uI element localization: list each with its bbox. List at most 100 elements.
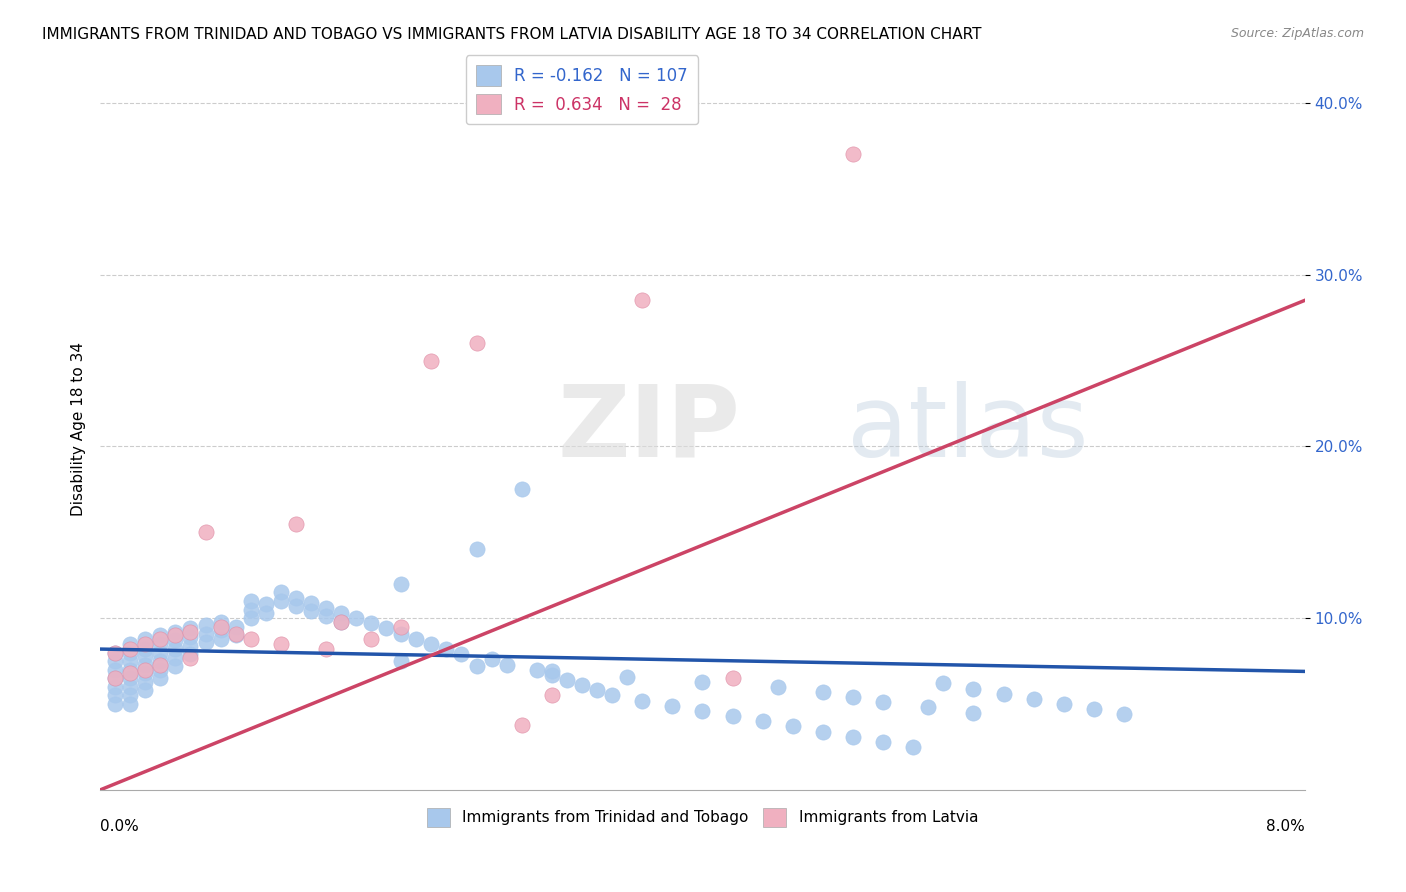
Point <box>165 624 187 639</box>
Point <box>179 639 201 653</box>
Point <box>330 615 353 629</box>
Point <box>149 671 172 685</box>
Point <box>120 663 142 677</box>
Point <box>239 611 262 625</box>
Point <box>165 650 187 665</box>
Point <box>120 654 142 668</box>
Point <box>209 615 232 629</box>
Point <box>239 632 262 646</box>
Point <box>389 620 412 634</box>
Point <box>284 516 307 531</box>
Point <box>209 623 232 637</box>
Point <box>104 689 127 703</box>
Point <box>315 642 337 657</box>
Point <box>436 642 458 657</box>
Point <box>540 665 562 679</box>
Point <box>465 542 488 557</box>
Point <box>149 632 172 646</box>
Point <box>375 622 398 636</box>
Point <box>315 609 337 624</box>
Point <box>420 353 443 368</box>
Point <box>225 628 247 642</box>
Point <box>692 704 714 718</box>
Point <box>120 642 142 657</box>
Point <box>134 666 156 681</box>
Point <box>692 674 714 689</box>
Point <box>104 646 127 660</box>
Text: 0.0%: 0.0% <box>100 819 139 834</box>
Point <box>993 687 1015 701</box>
Point <box>766 680 789 694</box>
Point <box>254 606 277 620</box>
Point <box>134 663 156 677</box>
Point <box>555 673 578 687</box>
Point <box>104 680 127 694</box>
Point <box>405 632 427 646</box>
Point <box>782 719 804 733</box>
Point <box>465 659 488 673</box>
Point <box>872 695 894 709</box>
Point <box>165 628 187 642</box>
Point <box>932 676 955 690</box>
Point <box>104 671 127 685</box>
Point <box>149 654 172 668</box>
Point <box>872 735 894 749</box>
Point <box>104 697 127 711</box>
Point <box>179 650 201 665</box>
Point <box>344 611 367 625</box>
Point <box>134 674 156 689</box>
Point <box>104 663 127 677</box>
Point <box>134 683 156 698</box>
Point <box>120 680 142 694</box>
Text: IMMIGRANTS FROM TRINIDAD AND TOBAGO VS IMMIGRANTS FROM LATVIA DISABILITY AGE 18 : IMMIGRANTS FROM TRINIDAD AND TOBAGO VS I… <box>42 27 981 42</box>
Point <box>481 652 503 666</box>
Point <box>330 615 353 629</box>
Point <box>299 596 322 610</box>
Point <box>811 724 834 739</box>
Point <box>149 663 172 677</box>
Point <box>194 618 217 632</box>
Point <box>450 647 472 661</box>
Point <box>1022 692 1045 706</box>
Point <box>495 657 517 672</box>
Point <box>616 669 638 683</box>
Legend: Immigrants from Trinidad and Tobago, Immigrants from Latvia: Immigrants from Trinidad and Tobago, Imm… <box>420 802 984 833</box>
Point <box>165 642 187 657</box>
Point <box>360 616 382 631</box>
Point <box>165 659 187 673</box>
Point <box>600 689 623 703</box>
Point <box>254 598 277 612</box>
Point <box>962 706 984 720</box>
Point <box>510 483 533 497</box>
Point <box>540 668 562 682</box>
Point <box>586 683 609 698</box>
Point <box>209 620 232 634</box>
Point <box>120 689 142 703</box>
Point <box>134 642 156 657</box>
Point <box>134 637 156 651</box>
Y-axis label: Disability Age 18 to 34: Disability Age 18 to 34 <box>72 343 86 516</box>
Point <box>104 654 127 668</box>
Point <box>120 646 142 660</box>
Point <box>284 591 307 605</box>
Point <box>721 671 744 685</box>
Point <box>179 624 201 639</box>
Point <box>842 730 865 744</box>
Point <box>420 637 443 651</box>
Point <box>330 606 353 620</box>
Point <box>194 525 217 540</box>
Point <box>239 594 262 608</box>
Point <box>270 637 292 651</box>
Point <box>134 648 156 663</box>
Point <box>465 336 488 351</box>
Point <box>510 717 533 731</box>
Point <box>225 626 247 640</box>
Text: 8.0%: 8.0% <box>1265 819 1305 834</box>
Point <box>631 293 654 308</box>
Point <box>120 671 142 685</box>
Point <box>315 600 337 615</box>
Point <box>389 626 412 640</box>
Point <box>179 630 201 644</box>
Point <box>962 681 984 696</box>
Point <box>917 700 939 714</box>
